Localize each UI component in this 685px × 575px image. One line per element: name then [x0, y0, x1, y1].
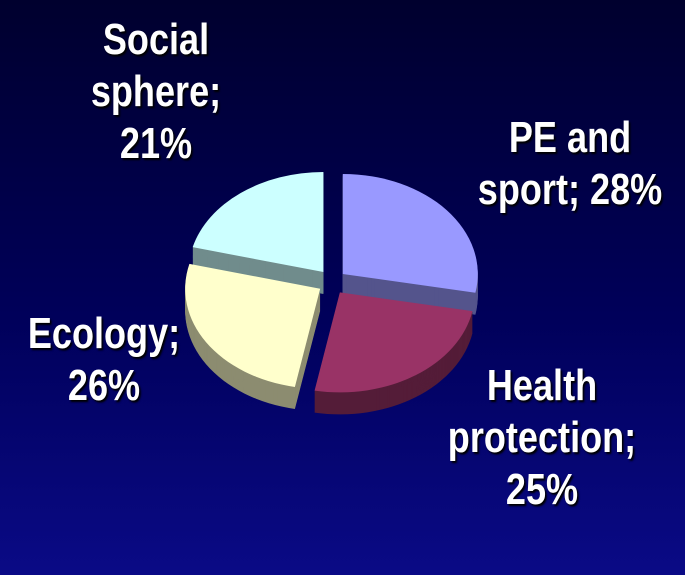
slice [342, 173, 478, 293]
slice [314, 292, 473, 393]
slice [185, 263, 321, 387]
data-label: Health protection; 25% [447, 361, 637, 514]
data-label: PE and sport; 28% [477, 113, 663, 214]
data-label: Social sphere; 21% [90, 15, 222, 168]
slice [192, 172, 324, 273]
data-label: Ecology; 26% [27, 309, 181, 410]
